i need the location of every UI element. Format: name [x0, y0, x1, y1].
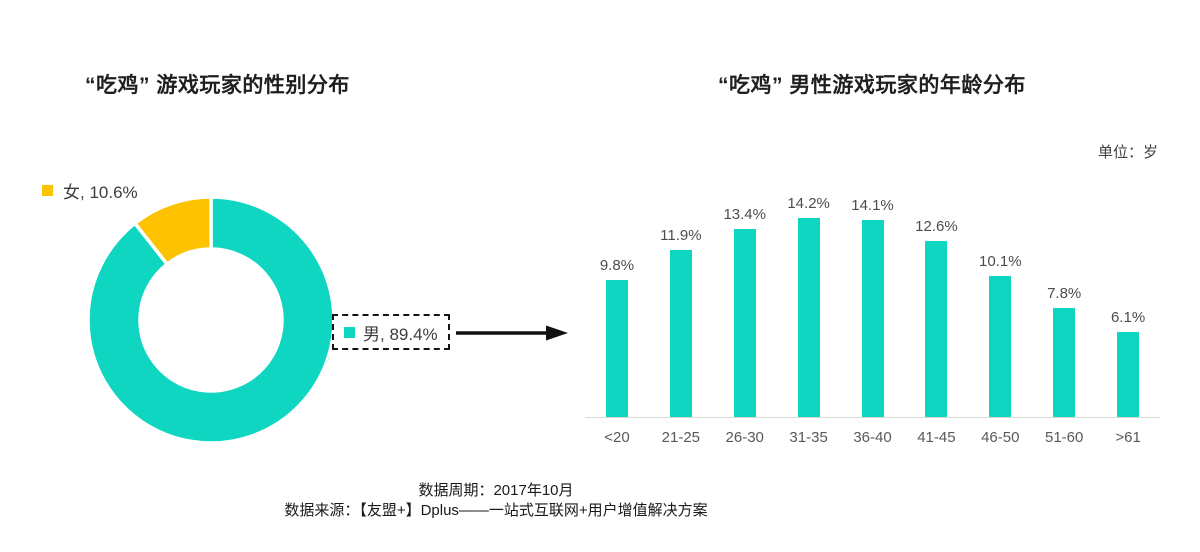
age-bar	[861, 219, 884, 417]
gender-chart-title: “吃鸡” 游戏玩家的性别分布	[85, 74, 350, 97]
axis-category-label: 31-35	[789, 429, 828, 446]
axis-category-label: 26-30	[725, 429, 764, 446]
bar-value-label: 9.8%	[599, 256, 635, 274]
age-bar	[797, 218, 820, 417]
bars-row: 9.8% 11.9% 13.4% 14.2% 14.1% 12.6% 10.1% 7.8% 6.…	[585, 195, 1160, 418]
male-callout: 男, 89.4%	[332, 314, 450, 350]
bar-value-label: 11.9%	[660, 227, 702, 245]
age-bar	[925, 240, 948, 417]
bar-value-label: 13.4%	[723, 206, 766, 224]
age-bar	[1053, 307, 1076, 417]
age-bar	[605, 279, 628, 417]
axis-category-label: 46-50	[981, 429, 1020, 446]
callout-arrow-icon	[456, 325, 568, 341]
donut-segment-女	[132, 195, 213, 267]
footer-data-source: 数据来源：【友盟+】Dplus——一站式互联网+用户增值解决方案	[284, 502, 708, 519]
axis-category-label: 41-45	[917, 429, 956, 446]
age-bar	[1117, 331, 1140, 417]
bar-group-36-40: 14.1%	[841, 197, 905, 417]
male-legend-swatch-icon	[344, 326, 355, 338]
axis-category-label: 51-60	[1044, 429, 1084, 446]
female-legend-label: 女, 10.6%	[63, 183, 138, 202]
bar-group-46-50: 10.1%	[968, 253, 1032, 417]
bar-value-label: 12.6%	[915, 217, 958, 235]
footer: 数据周期：2017年10月 数据来源：【友盟+】Dplus——一站式互联网+用户…	[96, 481, 896, 521]
axis-category-label: 36-40	[853, 429, 892, 446]
bar-group-26-30: 13.4%	[713, 206, 777, 417]
bar-group-31-35: 14.2%	[777, 195, 841, 417]
bar-value-label: 10.1%	[979, 252, 1022, 270]
bar-group-21-25: 11.9%	[649, 227, 713, 417]
axis-category-label: >61	[1115, 429, 1141, 446]
bar-value-label: 14.1%	[851, 196, 894, 214]
age-bar	[733, 229, 756, 417]
category-axis: <20 21-25 26-30 31-35 36-40 41-45 46-50 51-60 >6…	[585, 418, 1160, 446]
axis-category-label: <20	[604, 429, 630, 446]
bar-group->61: 6.1%	[1096, 309, 1160, 417]
bar-group-41-45: 12.6%	[904, 218, 968, 417]
age-bar	[669, 250, 692, 417]
gender-donut-chart	[86, 195, 336, 445]
bar-group-51-60: 7.8%	[1032, 285, 1096, 417]
male-callout-label: 男, 89.4%	[363, 324, 438, 344]
age-bar	[989, 275, 1012, 417]
footer-data-period: 数据周期：2017年10月	[418, 482, 574, 499]
female-legend-swatch-icon	[42, 185, 53, 196]
bar-value-label: 6.1%	[1110, 308, 1146, 326]
axis-category-label: 21-25	[661, 429, 701, 446]
bar-group-<20: 9.8%	[585, 257, 649, 417]
female-legend: 女, 10.6%	[42, 178, 138, 203]
bar-value-label: 7.8%	[1047, 284, 1082, 302]
age-chart-title: “吃鸡” 男性游戏玩家的年龄分布	[718, 74, 1026, 97]
age-bar-chart: 9.8% 11.9% 13.4% 14.2% 14.1% 12.6% 10.1% 7.8% 6.…	[585, 195, 1160, 446]
bar-value-label: 14.2%	[787, 195, 830, 213]
age-unit-label: 单位：岁	[1097, 144, 1158, 161]
